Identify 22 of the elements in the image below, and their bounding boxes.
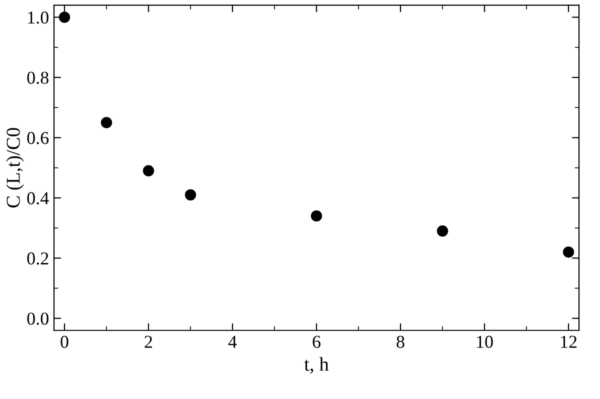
point	[436, 225, 448, 237]
point	[142, 165, 154, 176]
y-tick-label: 0.4	[27, 192, 49, 204]
y-axis-title: C (L,t)/C0	[6, 128, 24, 208]
point	[58, 12, 70, 23]
x-tick-label: 12	[561, 336, 577, 348]
point	[310, 210, 322, 222]
y-tick-label: 1.0	[28, 11, 48, 24]
point	[184, 189, 196, 200]
y-tick-label: 0.0	[27, 312, 48, 325]
x-axis-title: t, h	[304, 357, 329, 374]
y-tick-label: 0.8	[27, 72, 48, 84]
x-tick-label: 6	[312, 336, 320, 348]
point	[100, 117, 112, 128]
x-tick-label: 10	[477, 336, 493, 348]
x-tick-label: 4	[228, 336, 237, 348]
y-tick-label: 0.2	[27, 252, 48, 265]
x-tick-label: 2	[144, 336, 152, 348]
y-tick-label: 0.6	[27, 132, 49, 144]
x-tick-label: 8	[396, 336, 404, 348]
point	[562, 246, 574, 258]
x-tick-label: 0	[60, 336, 68, 348]
